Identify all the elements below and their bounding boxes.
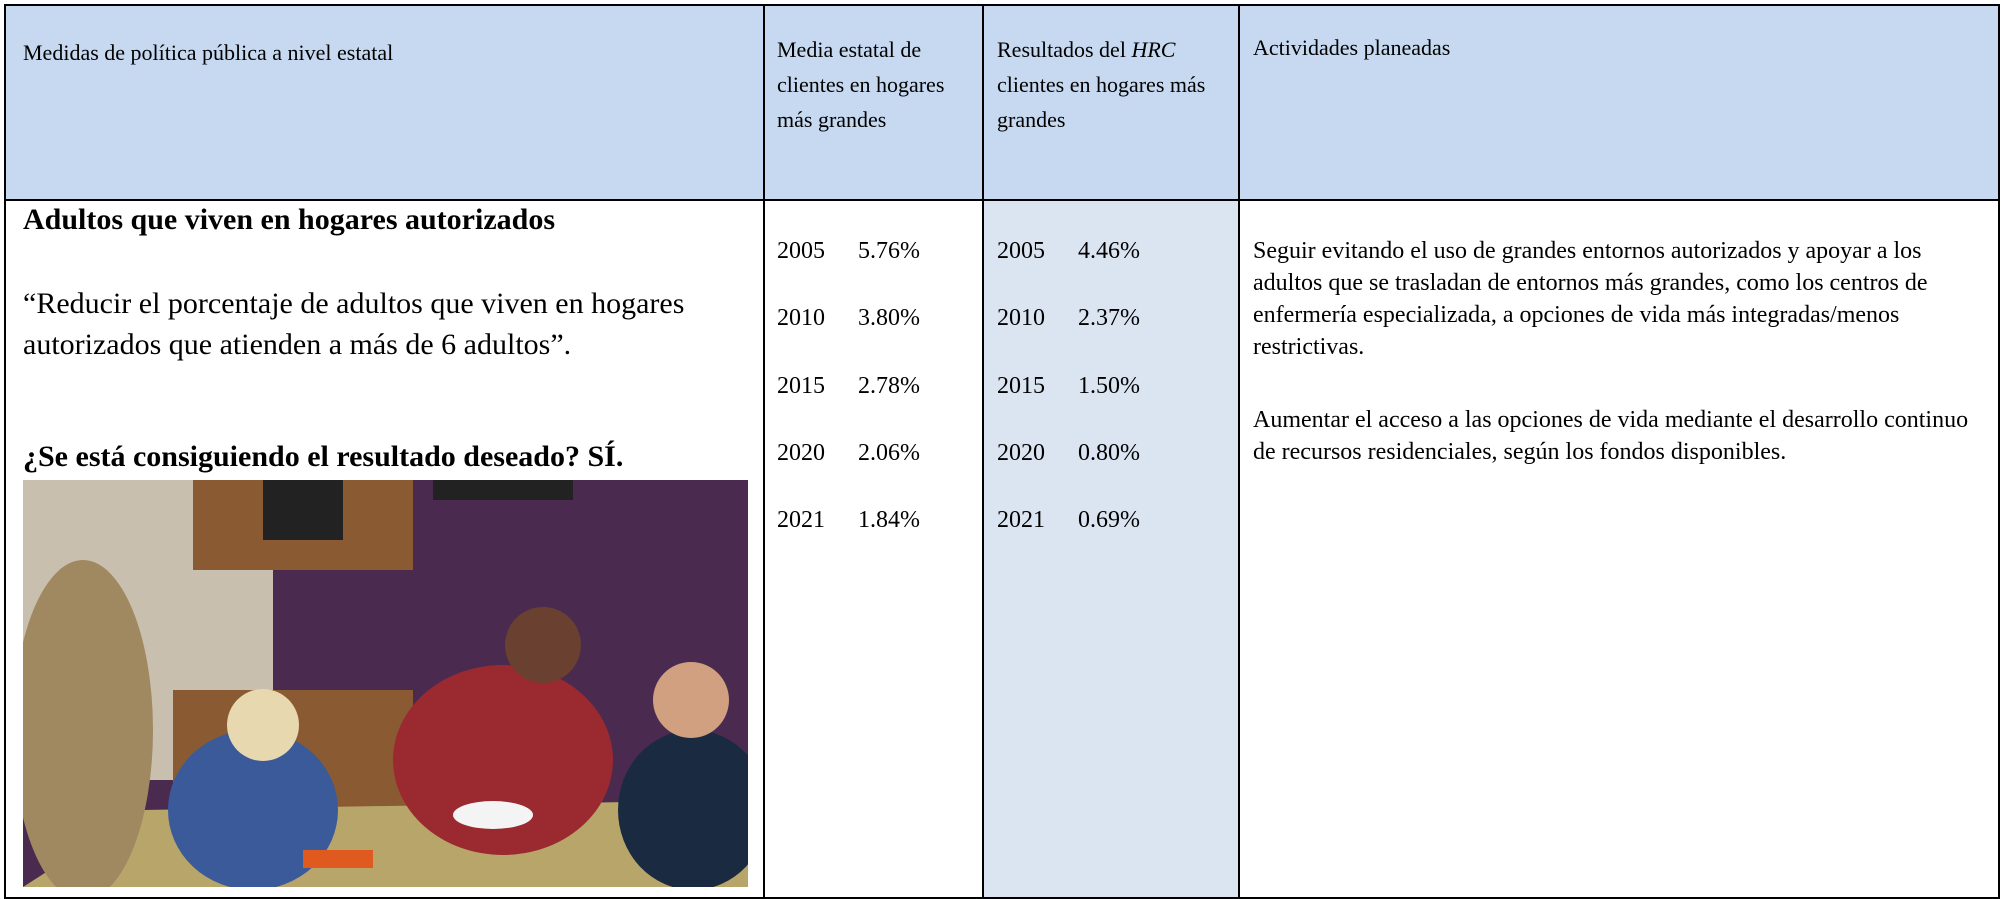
photo-person: [23, 560, 153, 887]
header-text: Resultados del HRC clientes en hogares m…: [997, 32, 1227, 137]
photo-person: [618, 730, 748, 887]
body-cell: [763, 199, 984, 899]
measure-quote: “Reducir el porcentaje de adultos que vi…: [23, 287, 685, 361]
value: 4.46%: [1078, 238, 1140, 264]
photo-person: [505, 607, 581, 683]
photo-plate: [453, 801, 533, 829]
header-text: HRC: [1131, 37, 1176, 62]
year: 2010: [777, 305, 825, 331]
photo-person: [168, 730, 338, 887]
header-text: Media estatal de clientes en hogares más…: [777, 37, 945, 132]
body-cell: [982, 199, 1240, 899]
value: 2.06%: [858, 440, 920, 466]
header-cell: [4, 4, 765, 201]
measure-question: ¿Se está consiguiendo el resultado desea…: [23, 440, 624, 473]
photo: [23, 480, 748, 887]
header-text: clientes en hogares más grandes: [997, 72, 1206, 132]
year: 2005: [997, 238, 1045, 264]
year: 2020: [997, 440, 1045, 466]
measure-title: Adultos que viven en hogares autorizados: [23, 203, 556, 236]
value: 3.80%: [858, 305, 920, 331]
value: 0.80%: [1078, 440, 1140, 466]
year: 2015: [997, 373, 1045, 399]
value: 1.84%: [858, 507, 920, 533]
header-text: Medidas de política pública a nivel esta…: [23, 40, 394, 65]
year: 2021: [777, 507, 825, 533]
photo-person: [653, 662, 729, 738]
activity-paragraph: Seguir evitando el uso de grandes entorn…: [1253, 238, 1928, 360]
year: 2010: [997, 305, 1045, 331]
value: 2.78%: [858, 373, 920, 399]
header-text: Resultados del: [997, 37, 1126, 62]
value: 1.50%: [1078, 373, 1140, 399]
photo-person: [227, 689, 299, 761]
header-cell: [763, 4, 984, 201]
photo-person: [393, 665, 613, 855]
activity-paragraph: Aumentar el acceso a las opciones de vid…: [1253, 407, 1969, 465]
header-cell: [982, 4, 1240, 201]
photo-tv: [433, 480, 573, 500]
value: 2.37%: [1078, 305, 1140, 331]
year: 2005: [777, 238, 825, 264]
year: 2015: [777, 373, 825, 399]
year: 2020: [777, 440, 825, 466]
header-text: Actividades planeadas: [1253, 35, 1451, 60]
photo-appliance: [263, 480, 343, 540]
value: 0.69%: [1078, 507, 1140, 533]
year: 2021: [997, 507, 1045, 533]
value: 5.76%: [858, 238, 920, 264]
photo-food: [303, 850, 373, 868]
